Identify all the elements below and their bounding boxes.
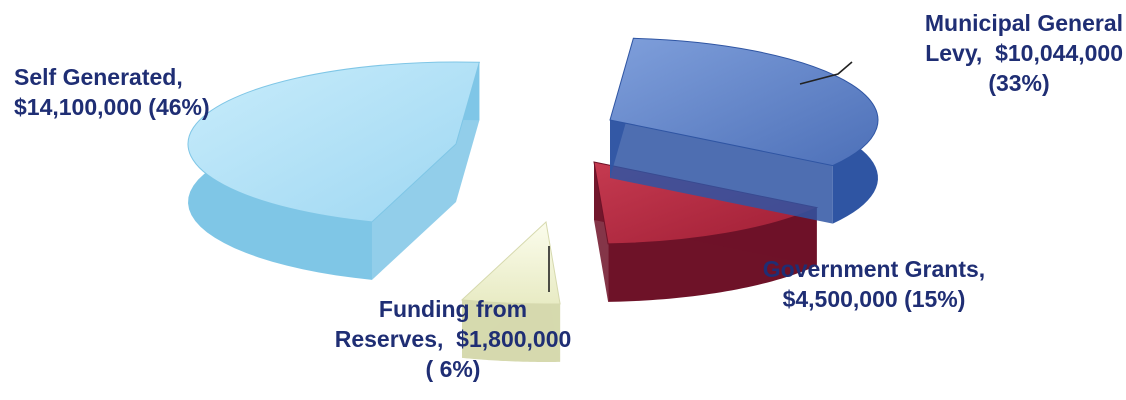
- slice-label-line: Municipal General: [924, 10, 1123, 36]
- slice-label-funding-from-reserves: Funding from Reserves, $1,800,000 ( 6%): [283, 294, 623, 384]
- slice-label-line: Funding from: [378, 296, 528, 322]
- slice-label-line: (33%): [988, 70, 1050, 96]
- slice-label-line: ( 6%): [425, 356, 481, 382]
- slice-label-line: Reserves, $1,800,000: [334, 326, 572, 352]
- slice-label-line: Self Generated,: [14, 64, 183, 90]
- slice-label-line: Government Grants,: [762, 256, 986, 282]
- leader-line-municipal: [799, 61, 853, 85]
- slice-edge: [594, 162, 609, 302]
- slice-label-government-grants: Government Grants, $4,500,000 (15%): [724, 254, 1024, 314]
- slice-edge: [456, 62, 480, 202]
- slice-funding-from-reserves: [460, 221, 561, 362]
- slice-top: [609, 37, 879, 167]
- slice-edge: [371, 144, 456, 280]
- slice-municipal-general-levy: [609, 37, 879, 224]
- slice-top: [187, 61, 481, 223]
- slice-top: [460, 221, 561, 305]
- slice-label-line: $14,100,000 (46%): [14, 94, 210, 120]
- slice-label-self-generated: Self Generated, $14,100,000 (46%): [14, 62, 210, 122]
- slice-edge: [610, 120, 833, 224]
- slice-self-generated: [187, 61, 481, 280]
- slice-label-line: Levy, $10,044,000: [925, 40, 1123, 66]
- slice-label-municipal-general-levy: Municipal General Levy, $10,044,000 (33%…: [845, 8, 1123, 98]
- slice-label-line: $4,500,000 (15%): [782, 286, 966, 312]
